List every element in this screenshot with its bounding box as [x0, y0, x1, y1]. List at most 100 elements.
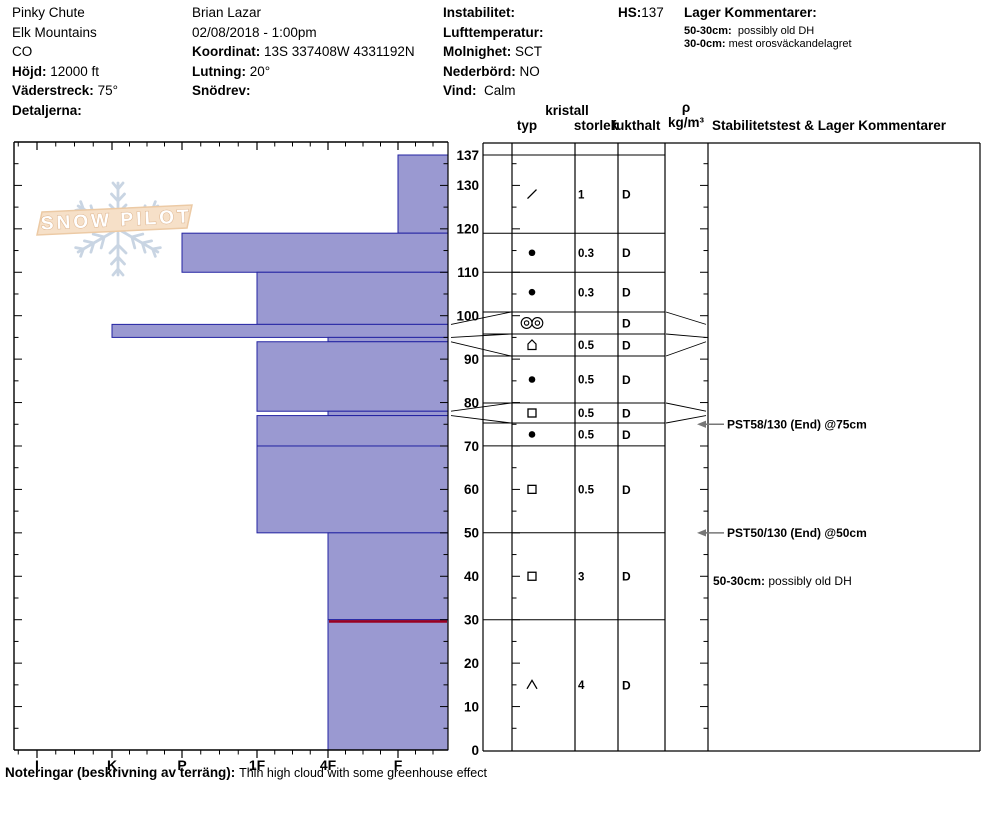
moisture-value: D: [622, 286, 631, 300]
grain-symbol-RG: [528, 431, 536, 438]
aspect-row: Väderstreck: 75°: [12, 83, 118, 98]
snowflake-line: [151, 246, 162, 251]
grain-size-value: 1: [578, 189, 585, 201]
snowflake-line: [140, 241, 147, 254]
depth-axis-label: 120: [456, 222, 479, 237]
pit-name: Pinky Chute: [12, 5, 85, 20]
layer-bar-RG-110-98: [256, 271, 449, 325]
moisture-value: D: [622, 338, 631, 352]
depth-axis-label: 80: [464, 395, 479, 410]
depth-axis-label: 137: [456, 148, 479, 163]
thin-layer-connector-right: [665, 402, 707, 412]
hardness-axis-label: 1F: [249, 757, 266, 773]
depth-axis-label: 40: [464, 569, 479, 584]
grain-size-value: 0.5: [578, 408, 595, 420]
thin-layer-connector-left: [450, 402, 512, 412]
grain-size-value: 4: [578, 680, 585, 692]
elevation-row: Höjd: 12000 ft: [12, 63, 100, 79]
layer-bar-RG-119-110: [181, 232, 449, 273]
depth-axis-label: 70: [464, 439, 479, 454]
grain-symbol-MFcr: [520, 317, 544, 329]
precip-row: Nederbörd: NO: [443, 63, 540, 79]
layer-comment-line: 50-30cm: possibly old DH: [684, 24, 815, 37]
snowflake-line: [83, 239, 96, 245]
wind-row: Vind: Calm: [443, 83, 516, 98]
snowflake-arm: [120, 229, 162, 258]
snowflake-line: [91, 232, 106, 239]
grain-size-value: 3: [578, 571, 584, 583]
layer-comments-title: Lager Kommentarer:: [684, 5, 817, 20]
stability-test-label: PST58/130 (End) @75cm: [727, 417, 867, 431]
snowflake-line: [110, 255, 120, 266]
layer-bar-DF-137-119: [397, 154, 449, 234]
snowflake-arm: [108, 231, 128, 277]
snowflake-arm: [74, 229, 116, 258]
snowflake-line: [140, 239, 153, 245]
snowflake-line: [116, 243, 128, 255]
column-header-crystal: kristall: [545, 103, 589, 118]
grain-symbol-RG: [528, 288, 536, 296]
depth-axis-label: 30: [464, 613, 479, 628]
snowflake-line: [116, 192, 126, 203]
thin-layer-connector-right: [665, 333, 707, 338]
column-header-type: typ: [516, 118, 538, 133]
snowflake-line: [116, 255, 126, 266]
state-name: CO: [12, 44, 33, 59]
air-temp-row: Lufttemperatur:: [443, 24, 544, 40]
snowflake-line: [111, 181, 120, 191]
logo-banner: [36, 204, 193, 236]
snowflake-line: [89, 241, 96, 254]
coordinates-row: Koordinat: 13S 337408W 4331192N: [192, 44, 415, 59]
snowflake-line: [108, 243, 120, 255]
drifting-row: Snödrev:: [192, 83, 251, 98]
hardness-axis-label: I: [35, 757, 39, 773]
layer-bar-MFcr-98-95: [111, 323, 449, 338]
observer-name: Brian Lazar: [192, 5, 262, 20]
depth-axis-label: 130: [456, 178, 479, 193]
moisture-value: D: [622, 570, 631, 584]
grain-symbol-FC: [527, 484, 537, 495]
depth-axis-label: 50: [464, 526, 479, 541]
moisture-value: D: [622, 428, 631, 442]
hardness-axis-label: 4F: [320, 757, 337, 773]
layer-bar-FC-70-50: [256, 445, 449, 534]
pst-arrow-icon: [697, 529, 706, 537]
column-header-density-symbol: ρ: [681, 100, 691, 115]
snowflake-line: [79, 247, 85, 258]
snowflake-line: [130, 232, 145, 239]
moisture-value: D: [622, 188, 631, 202]
header-location-column: Pinky Chute Elk Mountains CO Höjd: 12000…: [12, 3, 118, 120]
grain-symbol-DH: [526, 679, 538, 690]
sky-row: Molnighet: SCT: [443, 44, 542, 59]
slope-angle-row: Lutning: 20°: [192, 63, 271, 79]
thin-layer-connector-right: [665, 341, 707, 357]
column-header-stability: Stabilitetstest & Lager Kommentarer: [712, 118, 947, 133]
instability-row: Instabilitet:: [443, 5, 516, 20]
hardness-axis-label: P: [177, 757, 186, 773]
layer-bar-DH-30-0: [327, 619, 449, 751]
thin-layer-connector-left: [450, 341, 512, 357]
depth-axis-label: 60: [464, 482, 479, 497]
thin-layer-connector-right: [665, 311, 707, 325]
snowflake-line: [110, 192, 120, 203]
depth-axis-label: 90: [464, 352, 479, 367]
moisture-value: D: [622, 406, 631, 420]
layer-bar-FC-78-77: [327, 410, 449, 417]
moisture-value: D: [622, 316, 631, 330]
grain-symbol-FC: [527, 571, 537, 581]
column-header-moisture: fukthalt: [611, 118, 661, 133]
grain-size-value: 0.5: [578, 430, 595, 442]
column-header-density-units: kg/m³: [667, 115, 704, 130]
details-row: Detaljerna:: [12, 102, 82, 118]
layer-bar-FC-50-30: [327, 532, 449, 621]
depth-axis-label: 0: [471, 743, 479, 758]
moisture-value: D: [622, 678, 631, 692]
header-weather-column: Instabilitet: Lufttemperatur: Molnighet:…: [443, 3, 544, 101]
depth-axis-label: 10: [464, 699, 479, 714]
total-depth: HS:137: [618, 5, 664, 20]
thin-layer-connector-right: [665, 415, 707, 424]
layer-bar-IF-95-94: [327, 336, 449, 343]
snowflake-line: [116, 267, 125, 277]
hardness-axis-label: K: [107, 757, 117, 773]
